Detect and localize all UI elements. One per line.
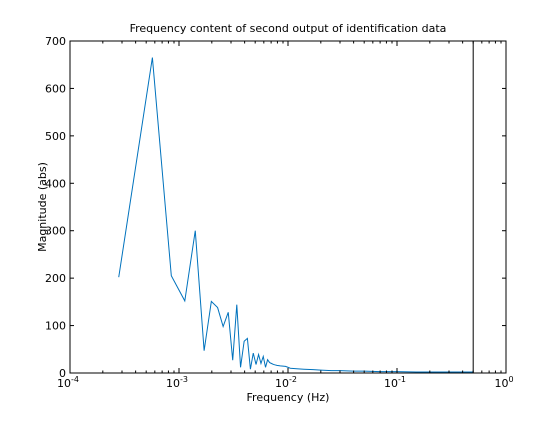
marks-layer	[119, 41, 473, 373]
y-tick-label: 700	[45, 35, 66, 48]
x-tick-label: 10-1	[384, 375, 406, 390]
y-tick-label: 600	[45, 82, 66, 95]
y-axis-label: Magnitude (abs)	[36, 162, 49, 252]
plot-frame	[70, 41, 506, 373]
y-tick-label: 200	[45, 272, 66, 285]
chart-title: Frequency content of second output of id…	[130, 22, 447, 35]
x-axis-label: Frequency (Hz)	[247, 391, 330, 404]
y-tick-label: 500	[45, 130, 66, 143]
x-tick-label: 10-2	[275, 375, 297, 390]
series-line-0	[119, 58, 473, 372]
y-tick-label: 100	[45, 320, 66, 333]
x-tick-label: 10-3	[166, 375, 188, 390]
x-tick-label: 100	[494, 375, 513, 390]
x-tick-label: 10-4	[57, 375, 79, 390]
